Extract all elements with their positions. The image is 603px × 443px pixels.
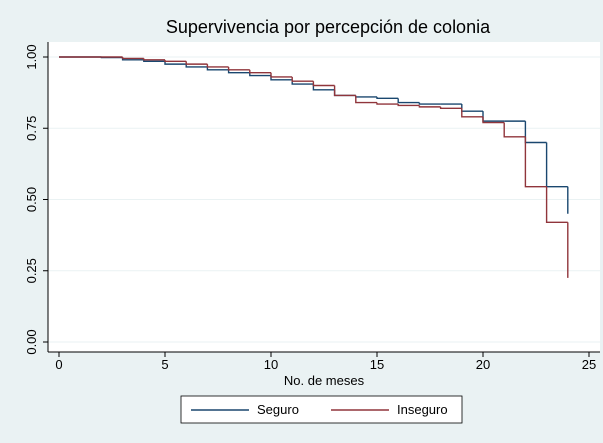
survival-step xyxy=(482,116,505,124)
x-tick-label: 15 xyxy=(370,357,384,372)
survival-step xyxy=(185,64,208,68)
x-tick-label: 0 xyxy=(55,357,62,372)
survival-step xyxy=(227,69,250,74)
y-tick-label: 0.50 xyxy=(24,187,39,212)
survival-step xyxy=(121,57,144,60)
survival-step xyxy=(376,96,399,100)
x-tick-label: 10 xyxy=(264,357,278,372)
survival-step xyxy=(355,95,377,104)
y-tick-label: 1.00 xyxy=(24,44,39,69)
y-tick-label: 0.75 xyxy=(24,116,39,141)
survival-step xyxy=(164,61,187,65)
y-tick-label: 0.25 xyxy=(24,258,39,283)
x-axis-label: No. de meses xyxy=(284,373,365,388)
survival-step xyxy=(270,72,293,78)
survival-step xyxy=(503,122,526,138)
survival-step xyxy=(206,66,229,71)
survival-step xyxy=(397,104,420,107)
plot-area xyxy=(48,42,600,352)
survival-step xyxy=(249,69,271,74)
y-tick-label: 0.00 xyxy=(24,329,39,354)
survival-step xyxy=(461,108,483,118)
survival-step xyxy=(333,85,356,97)
survival-step xyxy=(291,76,314,82)
chart-title: Supervivencia por percepción de colonia xyxy=(166,17,491,37)
legend-label: Inseguro xyxy=(397,402,448,417)
survival-step xyxy=(376,102,399,105)
survival-step xyxy=(143,58,165,61)
survival-step xyxy=(206,64,229,68)
survival-step xyxy=(185,61,208,65)
survival-step xyxy=(524,136,547,188)
survival-step xyxy=(164,59,187,62)
survival-step xyxy=(545,186,568,223)
survival-step xyxy=(418,105,441,108)
survival-step xyxy=(312,81,335,87)
x-tick-label: 20 xyxy=(476,357,490,372)
survival-step xyxy=(418,102,441,105)
survival-step xyxy=(249,72,271,77)
x-tick-label: 5 xyxy=(161,357,168,372)
survival-step xyxy=(227,66,250,71)
survival-step xyxy=(439,106,462,109)
survival-step xyxy=(397,98,420,104)
x-tick-label: 25 xyxy=(582,357,596,372)
legend-label: Seguro xyxy=(257,402,299,417)
